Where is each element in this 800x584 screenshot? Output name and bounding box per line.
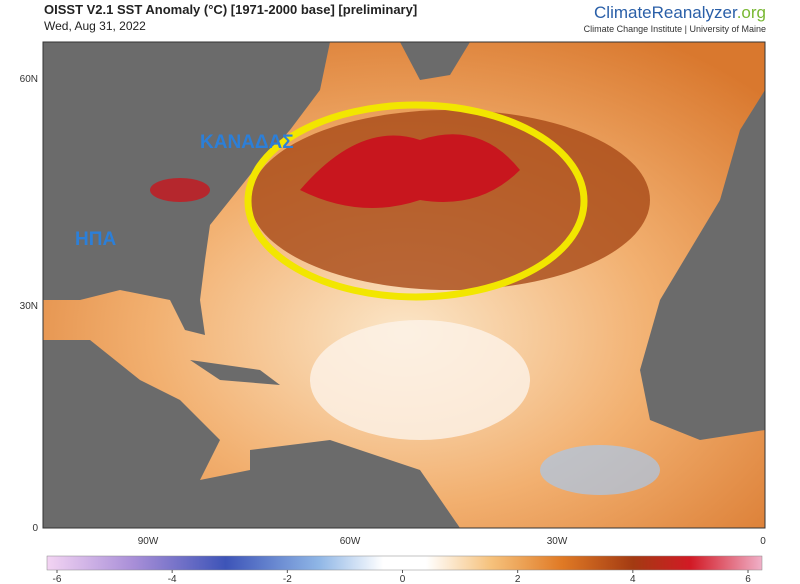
lon-label: 90W — [138, 536, 159, 547]
date: Wed, Aug 31, 2022 — [44, 19, 146, 33]
lat-label: 60N — [20, 74, 38, 85]
lon-label: 0 — [760, 536, 766, 547]
cool-area — [310, 320, 530, 440]
europe-africa — [640, 90, 765, 440]
brand-main: ClimateReanalyzer — [594, 3, 738, 22]
lat-label: 30N — [20, 301, 38, 312]
central-america — [43, 340, 420, 528]
map-frame — [42, 41, 766, 529]
map — [43, 42, 765, 528]
cuba — [190, 360, 280, 385]
brand-subtitle: Climate Change Institute | University of… — [584, 24, 766, 34]
colorbar-tick-label: 6 — [745, 574, 751, 584]
lat-label: 0 — [32, 523, 38, 534]
hot-anomaly — [300, 134, 520, 208]
greenland — [400, 42, 470, 80]
brand-suffix: .org — [737, 3, 766, 22]
colorbar-tick-label: -4 — [168, 574, 177, 584]
lon-label: 60W — [340, 536, 361, 547]
brand: ClimateReanalyzer.org — [594, 3, 766, 22]
south-america — [250, 440, 460, 528]
great-lakes — [150, 178, 210, 202]
colorbar-tick-label: 0 — [400, 574, 406, 584]
colorbar-tick-label: -6 — [53, 574, 62, 584]
colorbar-tick-label: 2 — [515, 574, 521, 584]
title: OISST V2.1 SST Anomaly (°C) [1971-2000 b… — [44, 2, 417, 17]
region-label: ΚΑΝΑΔΑΣ — [200, 132, 294, 153]
highlight-ellipse — [244, 101, 588, 301]
region-label: ΗΠΑ — [75, 229, 116, 250]
cold-area — [540, 445, 660, 495]
colorbar-tick-label: -2 — [283, 574, 292, 584]
colorbar — [46, 555, 763, 571]
colorbar-tick-label: 4 — [630, 574, 636, 584]
lon-label: 30W — [547, 536, 568, 547]
